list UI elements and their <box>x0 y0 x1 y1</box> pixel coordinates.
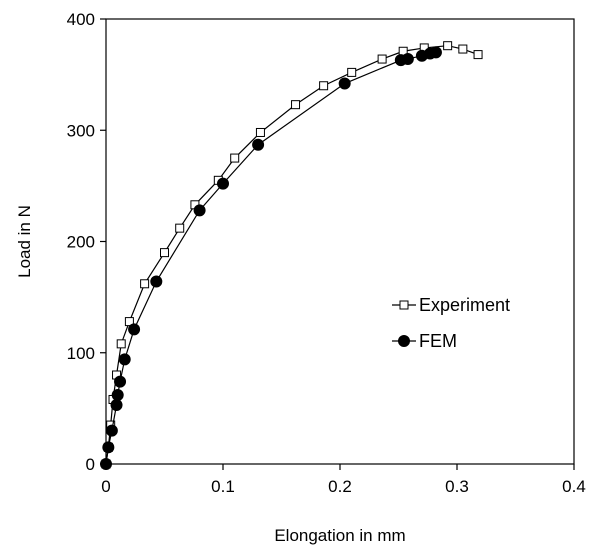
series-experiment <box>101 41 483 469</box>
y-tick-label: 400 <box>67 10 95 29</box>
x-tick-label: 0.2 <box>328 477 352 496</box>
experiment-point <box>140 279 150 289</box>
fem-point <box>118 353 131 366</box>
y-tick-label: 200 <box>67 233 95 252</box>
experiment-point <box>291 100 301 110</box>
experiment-point <box>443 41 453 51</box>
fem-point <box>252 138 265 151</box>
experiment-point <box>377 54 387 64</box>
legend-label: Experiment <box>419 295 510 315</box>
x-tick-label: 0.4 <box>562 477 586 496</box>
experiment-point <box>124 317 134 327</box>
experiment-point <box>255 127 265 137</box>
fem-point <box>114 375 127 388</box>
fem-point <box>100 458 112 470</box>
experiment-point <box>230 153 240 163</box>
legend-entry-fem: FEM <box>392 331 457 351</box>
legend-entry-experiment: Experiment <box>392 295 510 315</box>
y-tick-label: 0 <box>86 455 95 474</box>
experiment-point <box>347 67 357 77</box>
experiment-point <box>458 44 468 54</box>
y-tick-label: 300 <box>67 121 95 140</box>
x-axis-label: Elongation in mm <box>274 526 405 545</box>
experiment-point <box>116 339 126 349</box>
fem-point <box>110 399 123 412</box>
legend-label: FEM <box>419 331 457 351</box>
x-tick-label: 0.1 <box>211 477 235 496</box>
fem-point <box>401 53 414 66</box>
fem-point <box>217 177 229 190</box>
series-fem <box>100 46 442 470</box>
experiment-point <box>473 50 483 60</box>
fem-point <box>128 323 141 336</box>
fem-line <box>105 51 437 465</box>
series-layer <box>100 41 483 470</box>
fem-point <box>150 275 163 288</box>
fem-point <box>429 46 442 59</box>
fem-point <box>102 441 115 454</box>
fem-point <box>338 77 351 90</box>
fem-point <box>193 204 206 217</box>
x-tick-label: 0 <box>101 477 110 496</box>
axis-ticks: 0 0.1 0.2 0.3 0.4 0 100 200 300 400 <box>67 10 586 496</box>
legend: Experiment FEM <box>392 295 510 351</box>
legend-marker <box>399 300 409 310</box>
fem-point <box>105 424 118 437</box>
fem-point <box>111 389 124 402</box>
experiment-point <box>319 81 329 91</box>
y-tick-label: 100 <box>67 344 95 363</box>
experiment-point <box>160 248 169 258</box>
experiment-point <box>175 223 185 233</box>
x-tick-label: 0.3 <box>445 477 469 496</box>
y-axis-label: Load in N <box>15 205 34 278</box>
legend-marker <box>398 335 410 347</box>
